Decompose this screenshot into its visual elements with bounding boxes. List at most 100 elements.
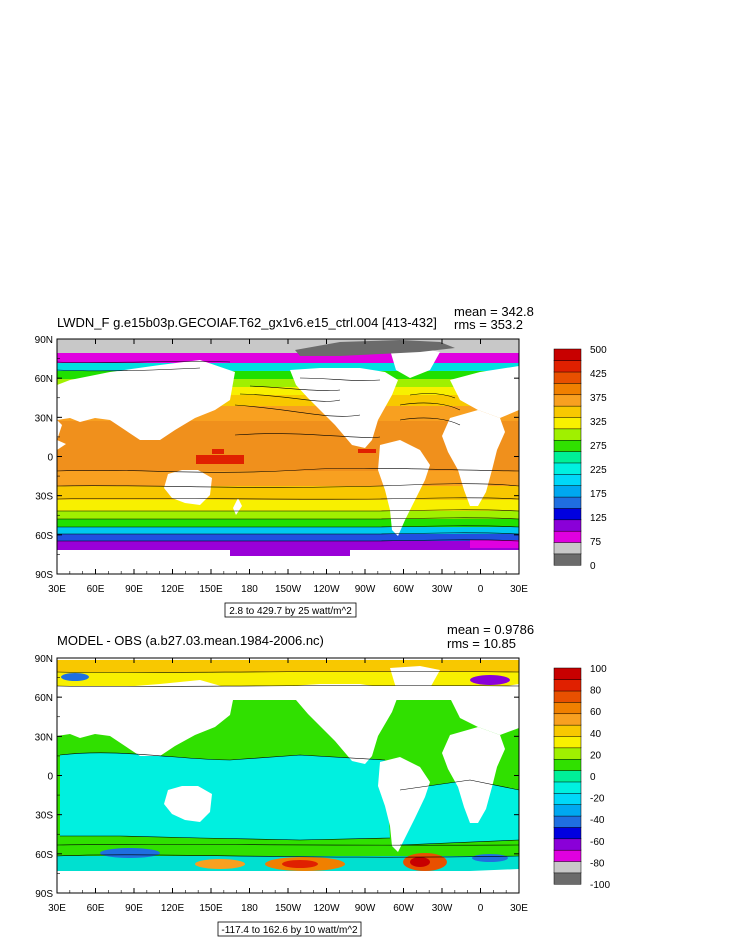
colorbar-swatch [553,394,582,407]
colorbar-label: 425 [590,369,607,380]
colorbar-swatch [553,439,582,452]
colorbar-label: 20 [590,750,602,761]
colorbar-swatch [553,485,582,498]
x-tick-label: 150W [275,584,302,595]
colorbar-swatch [553,382,582,396]
y-tick-label: 0 [47,772,53,783]
x-tick-label: 120E [161,903,185,914]
panel1-mean: mean = 342.8 [454,304,534,319]
colorbar-label: 60 [590,707,602,718]
colorbar-swatch [553,872,582,885]
y-tick-label: 60N [35,693,53,704]
colorbar-swatch [553,416,582,430]
colorbar-swatch [553,838,582,851]
colorbar-label: -100 [590,880,610,891]
x-tick-label: 90E [125,584,143,595]
colorbar-swatch [553,735,582,749]
colorbar-label: 0 [590,772,596,783]
x-tick-label: 120W [313,584,340,595]
colorbar-swatch [553,360,582,373]
panel1-ocean-field [57,339,519,574]
y-tick-label: 0 [47,453,53,464]
x-tick-label: 90W [355,584,376,595]
panel1-range-note: 2.8 to 429.7 by 25 watt/m^2 [229,606,352,617]
panel2-title: MODEL - OBS (a.b27.03.mean.1984-2006.nc) [57,633,324,648]
y-tick-label: 90N [35,654,53,665]
panel2-y-axis: 90N 60N 30N 0 30S 60S 90S [35,654,519,900]
x-tick-label: 60W [393,584,414,595]
panel1-land [57,348,519,574]
panel-model-obs: MODEL - OBS (a.b27.03.mean.1984-2006.nc)… [35,622,610,937]
x-tick-label: 30W [432,903,453,914]
panel2-range-box [217,921,362,937]
colorbar-swatch [553,348,582,361]
y-tick-label: 90S [35,570,53,581]
colorbar-swatch [553,542,582,555]
x-tick-label: 60E [87,584,105,595]
panel2-colorbar: 100 80 60 40 20 0 -20 -40 -60 -80 -100 [553,664,610,891]
colorbar-swatch [553,519,582,532]
x-tick-label: 180 [241,903,258,914]
x-tick-label: 180 [241,584,258,595]
colorbar-swatch [553,690,582,703]
colorbar-swatch [553,861,582,874]
colorbar-label: 275 [590,441,607,452]
colorbar-label: -40 [590,815,605,826]
colorbar-label: -80 [590,858,605,869]
colorbar-label: 100 [590,664,607,675]
x-tick-label: 60E [87,903,105,914]
panel1-title: LWDN_F g.e15b03p.GECOIAF.T62_gx1v6.e15_c… [57,315,437,330]
panel1-colorbar: 500 425 375 325 275 225 175 125 75 0 [553,345,607,572]
y-tick-label: 30S [35,492,53,503]
panel1-y-axis: 90N 60N 30N 0 30S 60S 90S [35,335,519,581]
x-tick-label: 150E [199,903,223,914]
x-tick-label: 60W [393,903,414,914]
panel2-range-note: -117.4 to 162.6 by 10 watt/m^2 [221,925,358,936]
panel2-mean: mean = 0.9786 [447,622,534,637]
x-tick-label: 120E [161,584,185,595]
colorbar-swatch [553,701,582,715]
panel1-rms: rms = 353.2 [454,317,523,332]
colorbar-label: 125 [590,513,607,524]
panel2-rms: rms = 10.85 [447,636,516,651]
colorbar-swatch [553,530,582,543]
y-tick-label: 30S [35,811,53,822]
x-tick-label: 120W [313,903,340,914]
colorbar-swatch [553,724,582,737]
y-tick-label: 60S [35,850,53,861]
x-tick-label: 30E [510,903,528,914]
colorbar-swatch [553,826,582,840]
colorbar-label: 40 [590,729,602,740]
colorbar-swatch [553,507,582,521]
y-tick-label: 90S [35,889,53,900]
colorbar-label: 500 [590,345,607,356]
colorbar-swatch [553,667,582,680]
x-tick-label: 90W [355,903,376,914]
x-tick-label: 30E [48,584,66,595]
colorbar-label: 80 [590,686,602,697]
colorbar-swatch [553,849,582,862]
colorbar-swatch [553,371,582,384]
x-tick-label: 30E [510,584,528,595]
x-tick-label: 30E [48,903,66,914]
panel1-contours [57,361,519,542]
panel2-land [57,666,519,893]
colorbar-label: 75 [590,537,602,548]
y-tick-label: 60N [35,374,53,385]
x-tick-label: 150W [275,903,302,914]
panel2-contours [57,671,519,858]
colorbar-label: 375 [590,393,607,404]
colorbar-label: -20 [590,794,605,805]
panel-lwdn: LWDN_F g.e15b03p.GECOIAF.T62_gx1v6.e15_c… [35,304,607,618]
colorbar-label: 225 [590,465,607,476]
colorbar-swatch [553,758,582,771]
colorbar-label: -60 [590,837,605,848]
colorbar-swatch [553,428,582,441]
colorbar-swatch [553,747,582,760]
colorbar-swatch [553,792,582,805]
y-tick-label: 90N [35,335,53,346]
y-tick-label: 60S [35,531,53,542]
panel2-ocean-field [57,660,519,893]
x-tick-label: 30W [432,584,453,595]
